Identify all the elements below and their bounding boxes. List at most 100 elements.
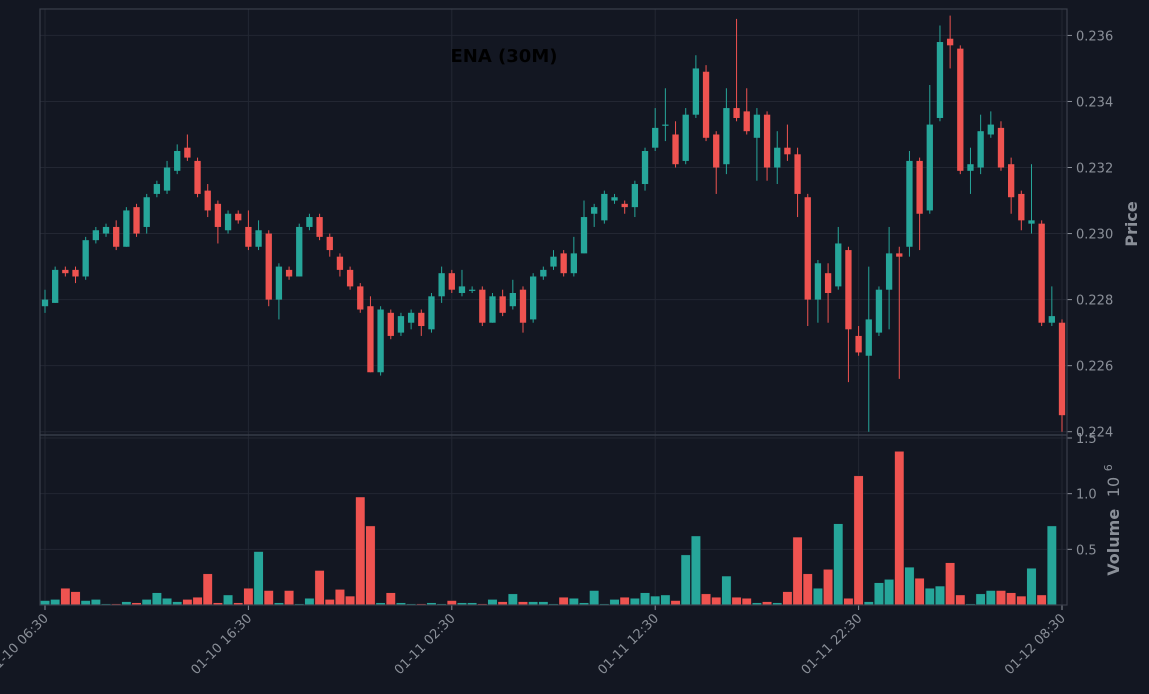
volume-bar <box>935 585 945 606</box>
candle-body <box>72 269 79 277</box>
candle-body <box>580 217 588 254</box>
volume-bar <box>182 599 193 606</box>
candle-body <box>1018 193 1025 221</box>
candle-body <box>1048 316 1055 323</box>
volume-bar <box>802 573 813 606</box>
candle-body <box>184 147 191 158</box>
candle-body <box>326 236 333 251</box>
time-tick-label: 01-11 02:30 <box>392 611 459 678</box>
volume-bar <box>162 598 172 606</box>
volume-axis-title: Volume 10 6 <box>1102 464 1123 575</box>
candle-body <box>1038 223 1045 323</box>
volume-tick-label: 1.0 <box>1076 488 1097 503</box>
candle-body <box>702 71 710 138</box>
volume-bar <box>263 590 274 606</box>
candle-body <box>662 124 669 126</box>
candle-body <box>245 226 252 247</box>
volume-bar <box>365 525 376 606</box>
volume-bar <box>324 599 335 606</box>
candle-body <box>1028 220 1035 224</box>
candle-body <box>509 293 516 307</box>
volume-panel-frame <box>39 434 1068 606</box>
candle-body <box>255 230 262 247</box>
candle-body <box>794 154 801 194</box>
chart-title: ENA (30M) <box>451 46 558 67</box>
candle-body <box>723 108 730 165</box>
volume-bar <box>975 593 986 606</box>
volume-bar <box>955 594 966 606</box>
volume-bar <box>223 594 233 606</box>
candle-body <box>733 108 740 118</box>
volume-bar <box>945 562 956 606</box>
candle-body <box>611 197 618 201</box>
candle-body <box>550 256 557 267</box>
candle-body <box>346 269 354 287</box>
volume-bar <box>80 600 91 606</box>
candle-body <box>845 250 852 330</box>
volume-bar <box>782 591 793 606</box>
time-tick-label: 01-10 06:30 <box>0 611 52 678</box>
time-tick-label: 01-12 08:30 <box>1002 611 1069 678</box>
volume-bar <box>589 590 600 606</box>
candle-body <box>896 253 903 257</box>
time-tick-label: 01-11 12:30 <box>595 611 662 678</box>
candle-body <box>682 114 689 161</box>
candle-body <box>428 296 435 330</box>
volume-bar <box>711 597 722 606</box>
candle-body <box>123 210 130 247</box>
candle-body <box>774 147 781 168</box>
candle-body <box>336 256 344 270</box>
candle-body <box>916 160 923 214</box>
price-tick-label: 0.234 <box>1076 95 1113 110</box>
volume-tick-label: 0.5 <box>1076 543 1097 558</box>
volume-bar <box>355 496 366 606</box>
volume-bar <box>1026 568 1037 606</box>
candle-body <box>763 114 771 168</box>
volume-bar <box>914 578 925 606</box>
candle-body <box>936 42 944 118</box>
volume-bar <box>304 598 315 606</box>
candle-body <box>214 203 222 227</box>
volume-bar <box>609 599 620 606</box>
candle-body <box>387 312 394 336</box>
candle-body <box>194 160 201 194</box>
marks-layer <box>40 15 1066 606</box>
volume-bar <box>813 588 823 606</box>
volume-bar <box>253 551 264 606</box>
candle-body <box>885 253 893 290</box>
volume-bar <box>1046 525 1057 606</box>
volume-bar <box>741 598 752 606</box>
volume-bar <box>1036 594 1047 606</box>
volume-bar <box>243 588 254 606</box>
volume-bar <box>385 592 396 606</box>
candle-body <box>143 197 150 227</box>
volume-bar <box>985 590 996 606</box>
candle-body <box>275 266 283 300</box>
volume-bar <box>141 599 152 606</box>
candle-body <box>163 167 171 191</box>
volume-bar <box>568 598 579 606</box>
candle-body <box>458 286 466 293</box>
volume-multiplier-exponent: 6 <box>1102 464 1115 471</box>
price-tick-label: 0.224 <box>1076 426 1113 441</box>
candle-body <box>82 240 89 277</box>
volume-bar <box>996 590 1006 606</box>
candle-body <box>824 273 832 293</box>
candle-body <box>62 269 69 274</box>
candle-body <box>92 230 100 241</box>
volume-bar <box>691 535 701 606</box>
candle-body <box>499 296 506 313</box>
volume-bar <box>833 523 844 606</box>
candle-body <box>946 38 954 46</box>
volume-bar <box>40 600 50 606</box>
price-tick-label: 0.228 <box>1076 294 1113 309</box>
candle-body <box>41 299 49 307</box>
volume-bar <box>1006 592 1017 606</box>
candle-body <box>407 312 415 323</box>
candle-body <box>692 68 700 115</box>
candle-body <box>926 124 933 211</box>
volume-bar <box>335 589 345 606</box>
volume-bar <box>701 593 711 606</box>
